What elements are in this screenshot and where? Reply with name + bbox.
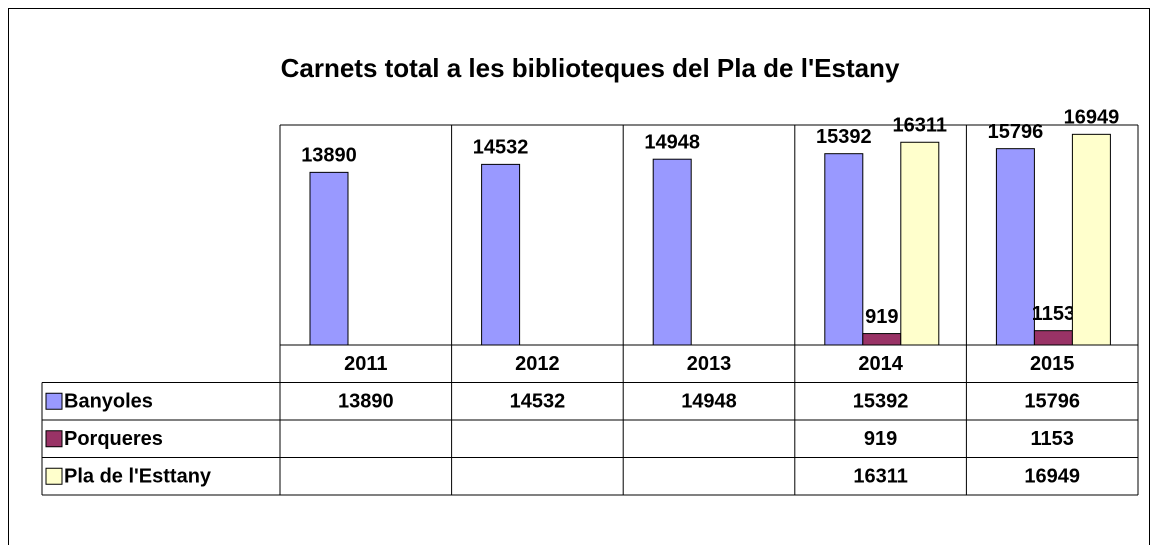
data-label: 16949 (1064, 107, 1120, 129)
chart-title: Carnets total a les biblioteques del Pla… (281, 53, 900, 83)
data-label: 14948 (644, 131, 700, 153)
bar (995, 148, 1035, 346)
data-label: 13890 (301, 145, 357, 167)
data-label: 16311 (893, 115, 948, 137)
x-tick-label: 2014 (858, 353, 903, 375)
bar (1033, 330, 1073, 346)
data-label: 15392 (816, 126, 872, 148)
legend-label: Pla de l'Esttany (64, 466, 212, 488)
bar (652, 158, 692, 346)
table-cell: 15796 (1024, 391, 1080, 413)
legend-swatch (45, 467, 63, 485)
legend-label: Banyoles (64, 391, 153, 413)
bar (824, 153, 864, 346)
data-label: 14532 (473, 137, 529, 159)
table-cell: 13890 (338, 391, 394, 413)
data-label: 919 (865, 306, 898, 328)
bar (309, 171, 349, 346)
bar (862, 333, 902, 346)
table-cell: 14948 (681, 391, 737, 413)
legend-swatch (45, 392, 63, 410)
x-tick-label: 2012 (515, 353, 560, 375)
table-cell: 14532 (510, 391, 566, 413)
x-tick-label: 2015 (1030, 353, 1075, 375)
legend-label: Porqueres (64, 428, 163, 450)
x-tick-label: 2011 (344, 353, 387, 375)
data-label: 1153 (1032, 303, 1075, 325)
table-cell: 16949 (1024, 466, 1080, 488)
chart-frame (8, 8, 1150, 545)
table-cell: 1153 (1031, 428, 1074, 450)
table-cell: 919 (864, 428, 897, 450)
table-cell: 15392 (853, 391, 909, 413)
x-tick-label: 2013 (687, 353, 732, 375)
bar (1071, 133, 1111, 346)
legend-swatch (45, 430, 63, 448)
data-label: 15796 (988, 121, 1044, 143)
bar (481, 163, 521, 346)
bar (900, 141, 940, 346)
table-cell: 16311 (853, 466, 908, 488)
